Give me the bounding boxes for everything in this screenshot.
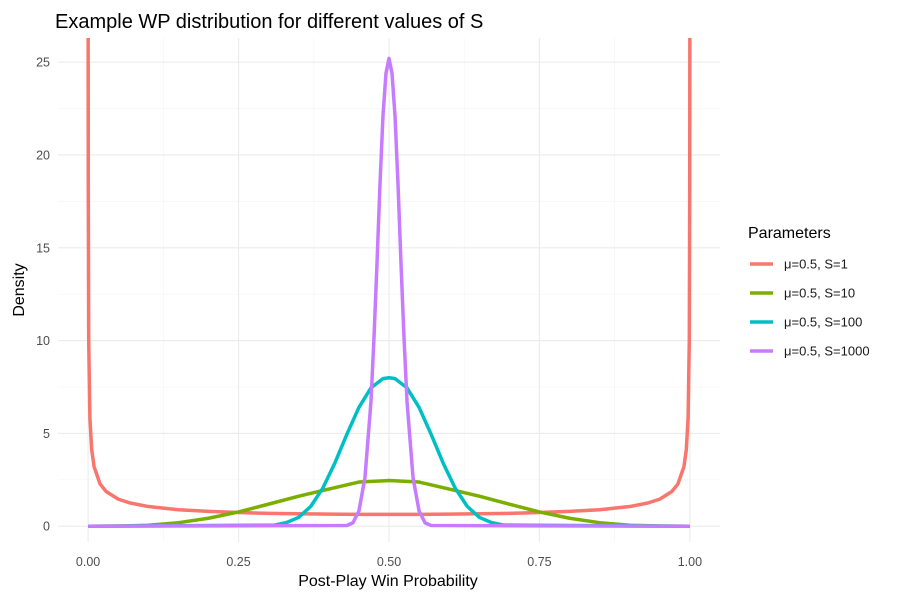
y-tick-label: 5: [43, 427, 50, 441]
legend-item: μ=0.5, S=100: [750, 315, 862, 330]
series-layer: [86, 38, 692, 528]
legend-label: μ=0.5, S=100: [784, 315, 862, 330]
y-axis-title: Density: [11, 263, 28, 316]
x-axis-title: Post-Play Win Probability: [298, 573, 478, 590]
legend-item: μ=0.5, S=1: [750, 257, 848, 272]
legend-title: Parameters: [748, 225, 831, 242]
legend-items: μ=0.5, S=1 μ=0.5, S=10 μ=0.5, S=100 μ=0.5, …: [750, 257, 870, 359]
series-line-3: [88, 375, 690, 528]
x-tick-label: 1.00: [678, 555, 702, 569]
y-tick-label: 10: [36, 334, 50, 348]
x-tick-label: 0.00: [76, 555, 100, 569]
x-tick-label: 0.25: [226, 555, 250, 569]
y-tick-label: 15: [36, 241, 50, 255]
series-line-4: [88, 56, 690, 528]
grid: [58, 38, 720, 542]
legend-label: μ=0.5, S=10: [784, 286, 855, 301]
y-tick-label: 0: [43, 520, 50, 534]
legend-label: μ=0.5, S=1000: [784, 344, 870, 359]
y-tick-label: 25: [36, 56, 50, 70]
legend-label: μ=0.5, S=1: [784, 257, 848, 272]
x-tick-label: 0.75: [527, 555, 551, 569]
chart-title: Example WP distribution for different va…: [55, 11, 483, 33]
series-line-1: [86, 38, 692, 517]
x-tick-label: 0.50: [377, 555, 401, 569]
legend: Parameters μ=0.5, S=1μ=0.5, S=10μ=0.5, S…: [748, 225, 870, 359]
axes: 0.00 0.25 0.50 0.75 1.00 0 5 10 15 20 25: [36, 56, 702, 569]
legend-item: μ=0.5, S=10: [750, 286, 855, 301]
legend-item: μ=0.5, S=1000: [750, 344, 870, 359]
series-line-2: [88, 478, 690, 528]
y-tick-label: 20: [36, 148, 50, 162]
